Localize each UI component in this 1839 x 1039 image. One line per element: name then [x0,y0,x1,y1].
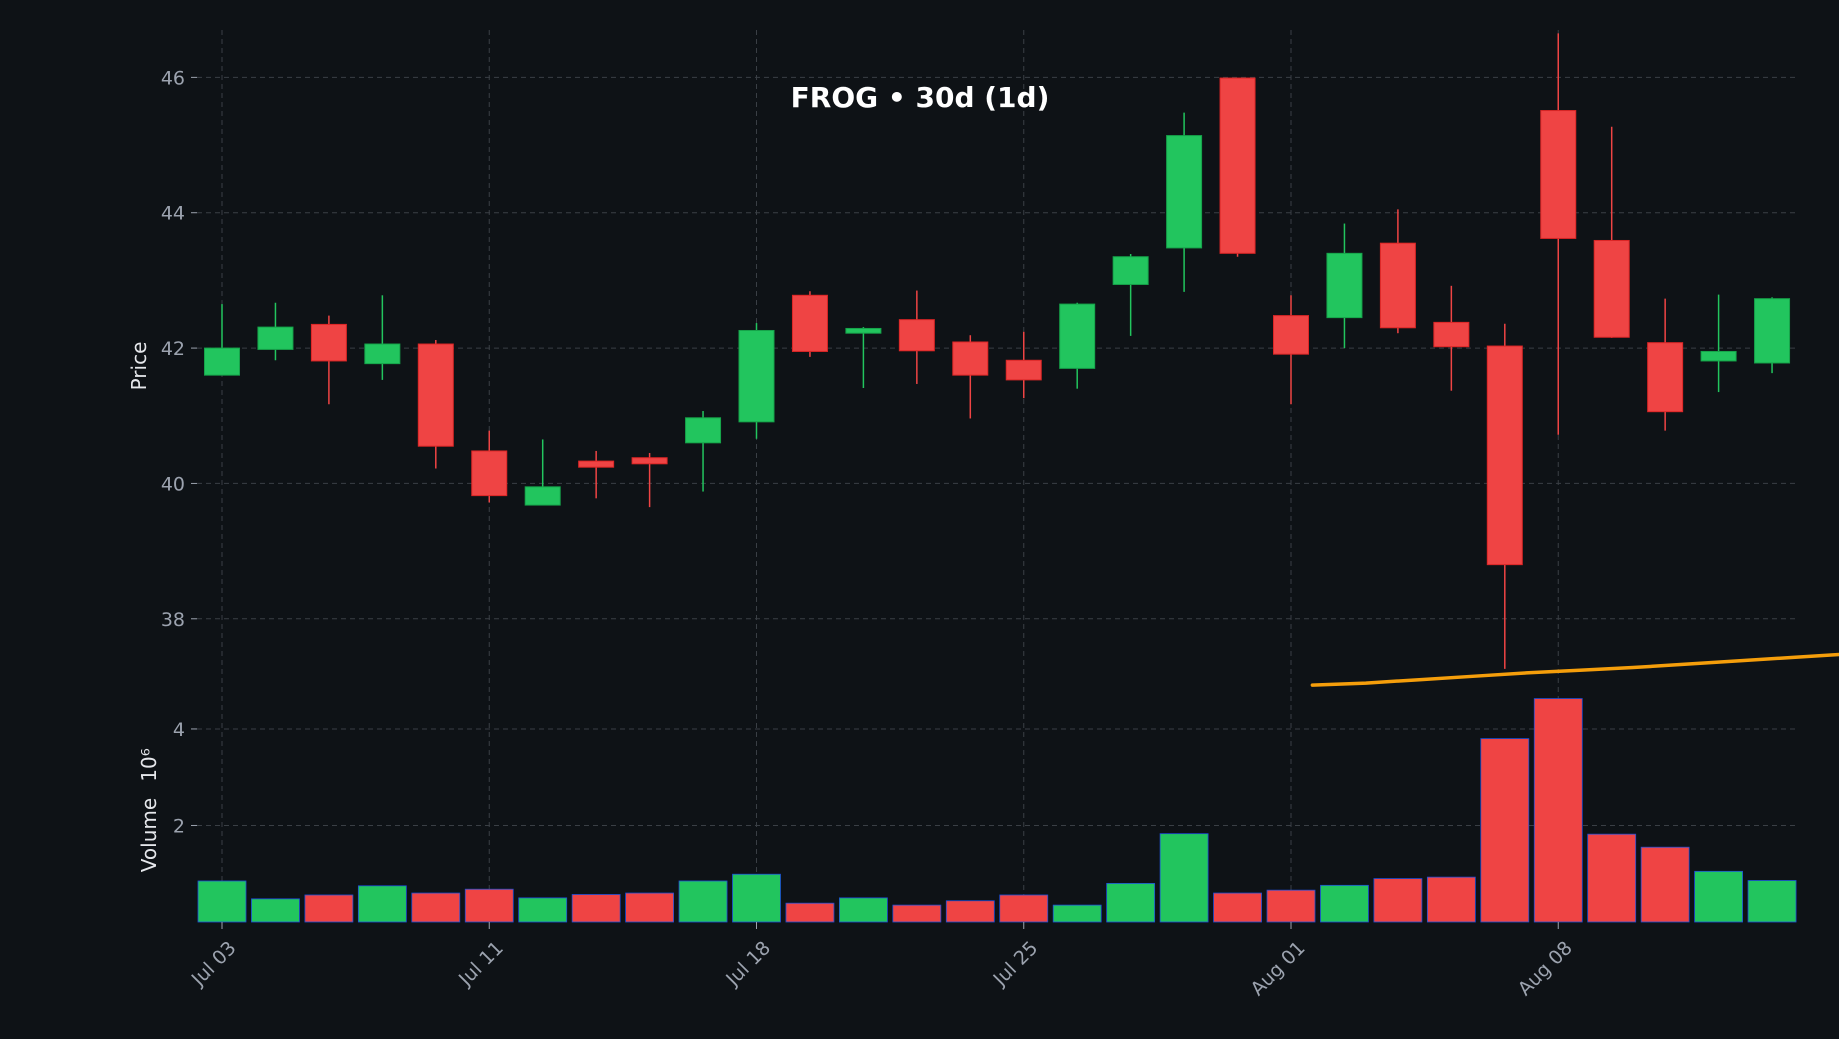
volume-bar [1426,876,1476,923]
axis-layer: 38 40 42 44 46 2 4 Jul 03 Jul 11 Jul 18 Jul 25 Aug … [161,67,1577,1000]
volume-tick-label: 2 [173,815,185,837]
volume-tick-label: 4 [173,719,185,741]
volume-bar [1480,738,1530,923]
price-tick-label: 44 [161,203,185,225]
price-tick-label: 40 [161,473,185,495]
moving-average-line [1310,652,1839,687]
volume-axis-label: Volume [137,798,161,872]
date-tick-label: Jul 25 [989,937,1043,991]
candle-body-up [1166,135,1203,249]
volume-bar [1533,698,1583,923]
candle-body-down [952,341,989,376]
volume-bar [1587,833,1637,923]
candle-body-down [1273,315,1309,355]
candle-body-up [685,417,722,444]
volume-bar [839,897,888,923]
volume-bar [411,892,461,923]
price-tick-label: 46 [161,67,185,89]
volume-bar [1106,882,1156,923]
candle-body-down [1219,77,1256,254]
date-tick-label: Jul 18 [721,937,775,991]
candle-body-down [631,457,668,465]
candle-layer [204,33,1791,669]
volume-bar [1694,870,1743,923]
volume-bar [892,904,942,923]
candle-body-up [845,327,882,334]
candle-body-down [1593,239,1630,338]
candle-body-up [524,486,561,506]
volume-layer [197,698,1797,923]
volume-bar [1640,846,1690,923]
volume-bar [464,888,514,923]
date-tick-label: Aug 01 [1246,937,1309,1000]
volume-bar [1052,904,1102,923]
volume-bar [945,900,995,923]
volume-bar [197,880,247,923]
volume-bar [304,894,354,923]
volume-bar [1747,880,1797,923]
volume-bar [1373,878,1423,923]
chart-title: FROG • 30d (1d) [791,81,1050,114]
volume-bar [1213,892,1262,923]
volume-bar [678,880,728,923]
candle-body-down [791,294,828,352]
candle-body-down [578,460,615,468]
candle-body-up [1112,256,1149,285]
price-tick-label: 38 [161,609,185,631]
date-tick-label: Jul 11 [454,937,508,991]
volume-bar [999,894,1049,923]
candle-body-down [1433,321,1470,348]
date-tick-label: Jul 03 [187,937,241,991]
volume-bar [357,885,407,923]
volume-exponent-label: 10⁶ [137,748,161,781]
candle-body-down [310,323,347,362]
candle-body-up [364,343,401,365]
candle-body-down [898,319,935,352]
volume-bar [251,898,300,923]
candle-body-up [1326,252,1363,319]
volume-bar [1159,833,1209,923]
candle-body-up [1754,298,1791,364]
volume-bar [785,902,835,923]
volume-bar [1266,889,1316,923]
candle-body-down [1647,342,1684,413]
candle-body-down [1379,242,1416,329]
candle-body-down [1005,359,1042,381]
candle-body-down [1486,345,1523,566]
candle-body-up [1059,303,1096,369]
volume-bar [571,894,621,923]
volume-bar [732,873,781,923]
candle-body-up [204,347,240,376]
candle-body-down [417,343,454,447]
candle-body-down [471,450,508,497]
candle-body-up [1700,350,1737,362]
date-tick-label: Aug 08 [1514,937,1577,1000]
volume-bar [518,897,568,923]
price-tick-label: 42 [161,338,185,360]
candle-body-up [738,329,775,423]
moving-average-layer [1310,652,1839,687]
candle-body-up [257,326,294,350]
volume-bar [625,892,674,923]
price-axis-label: Price [127,342,151,391]
volume-bar [1320,884,1369,923]
candle-body-down [1540,110,1577,239]
